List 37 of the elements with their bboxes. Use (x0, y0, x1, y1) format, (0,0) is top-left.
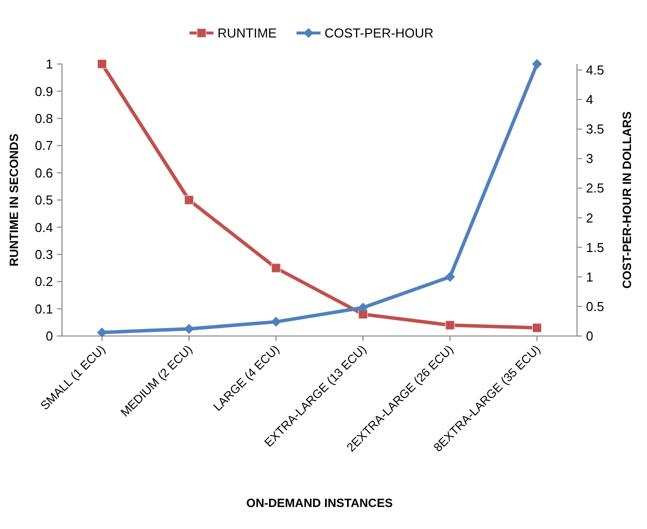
y2-tick-label: 4.5 (586, 62, 604, 78)
point (97, 327, 107, 338)
point (445, 272, 455, 282)
y2-axis-title: COST-PER-HOUR IN DOLLARS (620, 111, 634, 289)
y-tick-label: 0.7 (34, 138, 53, 154)
point (97, 59, 107, 69)
y2-tick-label: 2 (586, 210, 594, 226)
legend-label: COST-PER-HOUR (324, 26, 434, 41)
legend-label: RUNTIME (218, 26, 278, 41)
point (445, 320, 455, 330)
y2-tick-label: 3.5 (586, 122, 604, 137)
point (532, 323, 542, 333)
y2-tick-label: 3 (586, 151, 594, 166)
y-tick-label: 0.2 (34, 274, 53, 290)
y-tick-label: 0.4 (34, 220, 53, 235)
y2-tick-label: 0 (586, 328, 594, 344)
y2-tick-label: 4 (586, 92, 594, 108)
y2-tick-label: 1 (586, 269, 594, 284)
point (184, 324, 194, 334)
y2-tick-label: 2.5 (586, 180, 604, 196)
y-tick-label: 0.6 (34, 165, 53, 180)
y2-tick-label: 1.5 (586, 240, 604, 255)
point (271, 316, 281, 327)
x-axis-title: ON-DEMAND INSTANCES (246, 496, 393, 510)
y-tick-label: 0 (46, 328, 53, 344)
y-tick-label: 0.5 (34, 192, 53, 208)
y-tick-label: 1 (46, 56, 53, 72)
y-axis-title: RUNTIME IN SECONDS (7, 134, 21, 266)
y-tick-label: 0.3 (34, 246, 53, 262)
point (184, 195, 194, 205)
y-tick-label: 0.1 (34, 301, 53, 316)
y-tick-label: 0.9 (34, 84, 53, 99)
point (271, 263, 281, 273)
y-tick-label: 0.8 (34, 110, 53, 126)
point (358, 302, 368, 313)
y2-tick-label: 0.5 (586, 298, 604, 314)
point (532, 59, 542, 69)
